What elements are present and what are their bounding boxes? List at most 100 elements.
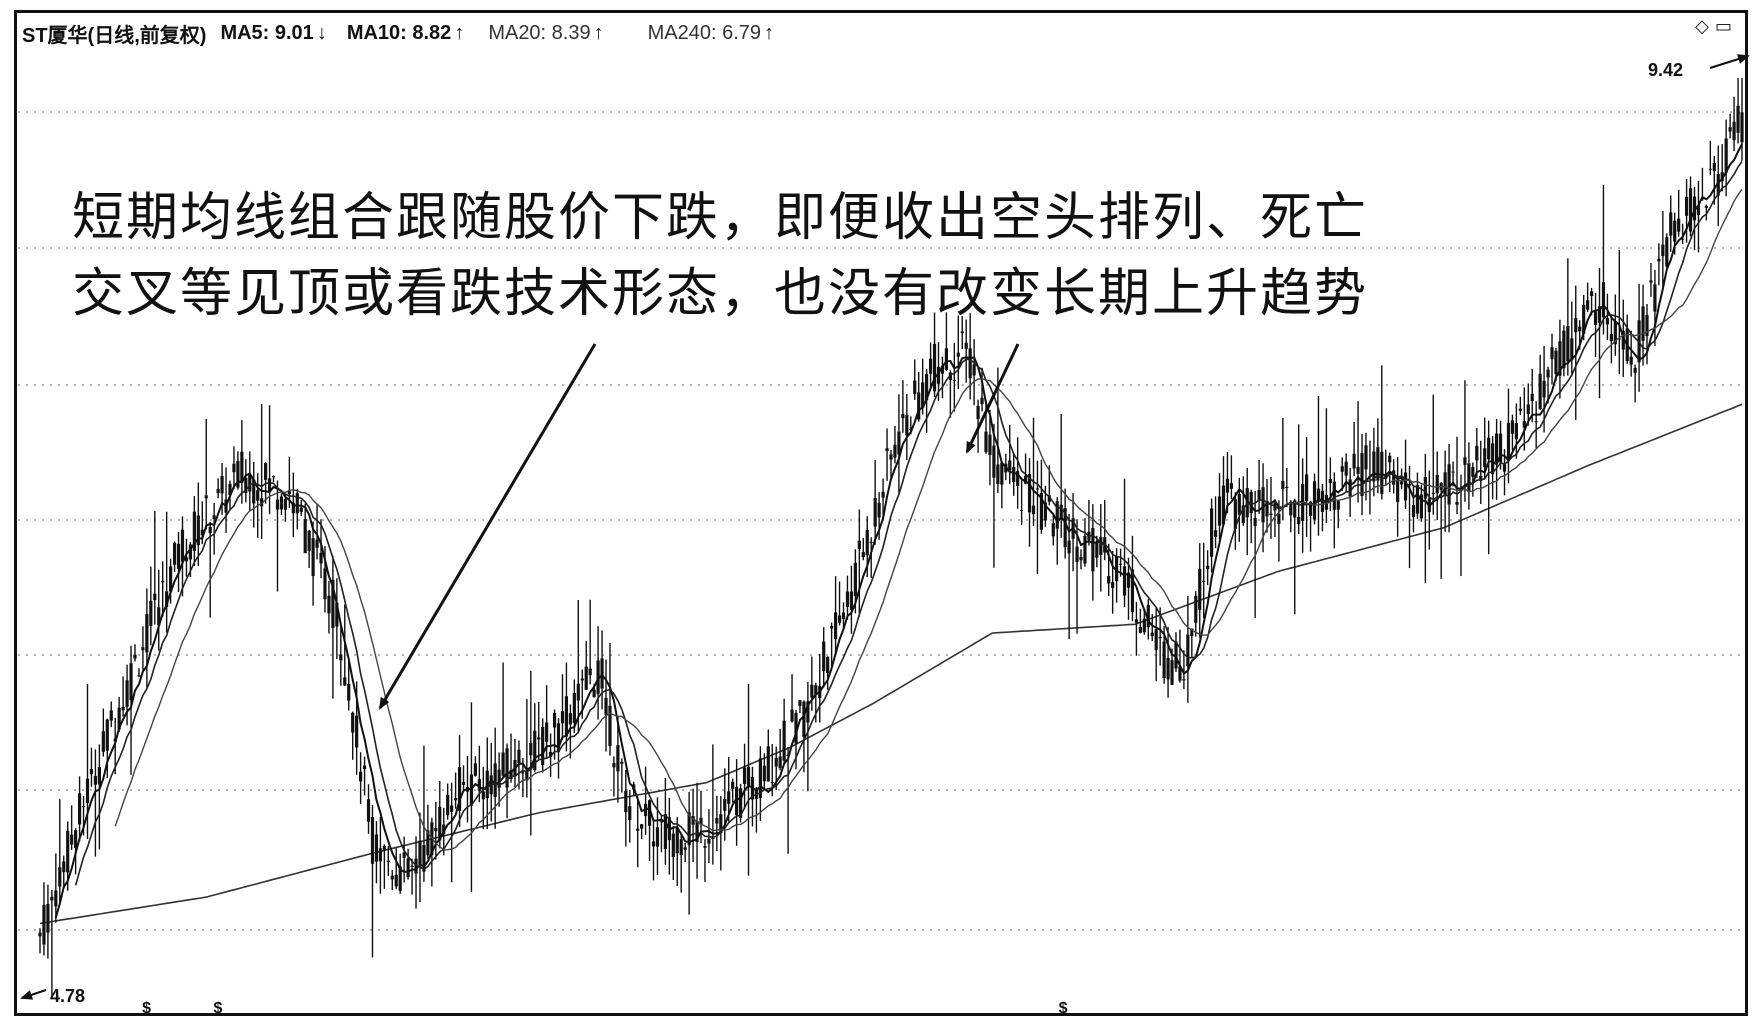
candle-body — [133, 654, 137, 659]
candle-body — [327, 595, 331, 614]
candle-body — [1237, 493, 1241, 515]
candle-body — [861, 551, 865, 557]
candle-body — [1586, 300, 1590, 310]
window-icon[interactable]: ▭ — [1714, 16, 1732, 37]
candle-body — [640, 824, 644, 829]
candle-body — [220, 475, 224, 494]
candle-body — [1502, 464, 1507, 472]
annotation-line-1: 短期均线组合跟随股价下跌，即便收出空头排列、死亡 — [72, 188, 1369, 248]
candle-body — [509, 770, 513, 780]
candle-body — [1190, 628, 1194, 637]
candle-body — [1443, 472, 1447, 496]
candle-body — [97, 767, 101, 785]
candle-body — [928, 358, 933, 374]
candle-body — [1063, 508, 1067, 548]
candle-body — [50, 896, 54, 901]
candle-body — [1221, 485, 1226, 525]
candle-body — [703, 846, 707, 848]
candle-body — [541, 726, 545, 766]
candle-body — [370, 817, 375, 864]
candle-body — [580, 678, 584, 681]
candle-body — [1352, 453, 1356, 469]
candle-body — [1498, 433, 1503, 463]
candle-body — [283, 499, 288, 510]
candle-body — [1364, 445, 1368, 470]
candle-body — [315, 539, 319, 548]
candle-body — [1597, 306, 1602, 323]
candle-body — [1289, 502, 1293, 516]
ma240-label: MA240: 6.79 — [647, 21, 762, 44]
candle-body — [699, 817, 703, 825]
candle-body — [1546, 369, 1550, 378]
candle-body — [1039, 492, 1044, 530]
candle-body — [1059, 504, 1063, 519]
candle-body — [549, 751, 553, 757]
candle-body — [1008, 460, 1012, 471]
candle-body — [905, 415, 909, 436]
candle-body — [956, 352, 960, 357]
candle-body — [588, 668, 592, 676]
candle-body — [1126, 572, 1131, 588]
candle-body — [1510, 420, 1515, 434]
candle-body — [1217, 496, 1222, 526]
candle-body — [869, 541, 873, 543]
candle-body — [264, 462, 268, 480]
candle-body — [505, 748, 509, 788]
candle-body — [339, 654, 343, 661]
candle-body — [228, 483, 232, 496]
candle-body — [204, 495, 208, 499]
candle-body — [319, 552, 323, 564]
candle-body — [1043, 502, 1047, 521]
candle-body — [1491, 443, 1495, 475]
candle-body — [70, 834, 74, 845]
candle-body — [1055, 501, 1059, 529]
candle-body — [1435, 474, 1439, 494]
candle-body — [1340, 466, 1344, 472]
candle-body — [362, 765, 367, 770]
candle-body — [782, 720, 786, 761]
candle-body — [1681, 238, 1685, 240]
candle-body — [1328, 478, 1332, 483]
candle-body — [355, 715, 359, 748]
candle-body — [1518, 408, 1522, 411]
candle-body — [572, 692, 576, 724]
high-pointer-arrow — [1709, 54, 1750, 69]
candle-body — [1475, 445, 1479, 461]
low-price-label: 4.78 — [50, 986, 85, 1006]
candle-body — [822, 641, 826, 672]
candle-body — [1411, 504, 1416, 518]
candle-body — [1154, 629, 1158, 650]
candle-body — [359, 771, 363, 782]
candle-body — [1629, 356, 1633, 365]
candle-body — [1305, 474, 1309, 501]
candle-body — [81, 806, 86, 808]
candle-body — [129, 663, 133, 701]
candle-body — [169, 566, 173, 592]
candle-body — [1095, 543, 1099, 558]
candle-body — [719, 814, 723, 833]
candle-body — [1380, 451, 1384, 494]
candle-body — [1451, 471, 1455, 473]
candle-body — [1111, 582, 1115, 588]
candle-body — [746, 766, 751, 786]
candle-body — [1677, 218, 1681, 232]
ma10-line — [74, 160, 1743, 886]
candle-body — [1047, 495, 1051, 502]
ma5-label: MA5: 9.01 — [220, 21, 314, 44]
candle-body — [1083, 535, 1087, 564]
candle-body — [1079, 556, 1083, 561]
candle-body — [885, 448, 889, 452]
diamond-icon[interactable]: ◇ — [1695, 16, 1709, 37]
candle-body — [560, 711, 565, 724]
candle-body — [208, 526, 212, 534]
candle-body — [398, 866, 402, 891]
candle-body — [343, 677, 347, 686]
grid-lines — [18, 111, 1746, 931]
candle-body — [1645, 315, 1649, 337]
candle-body — [1657, 258, 1661, 262]
candle-body — [1162, 641, 1166, 678]
candle-body — [691, 815, 695, 825]
candle-body — [1562, 330, 1566, 369]
candle-body — [121, 706, 125, 711]
candle-body — [1075, 546, 1079, 563]
